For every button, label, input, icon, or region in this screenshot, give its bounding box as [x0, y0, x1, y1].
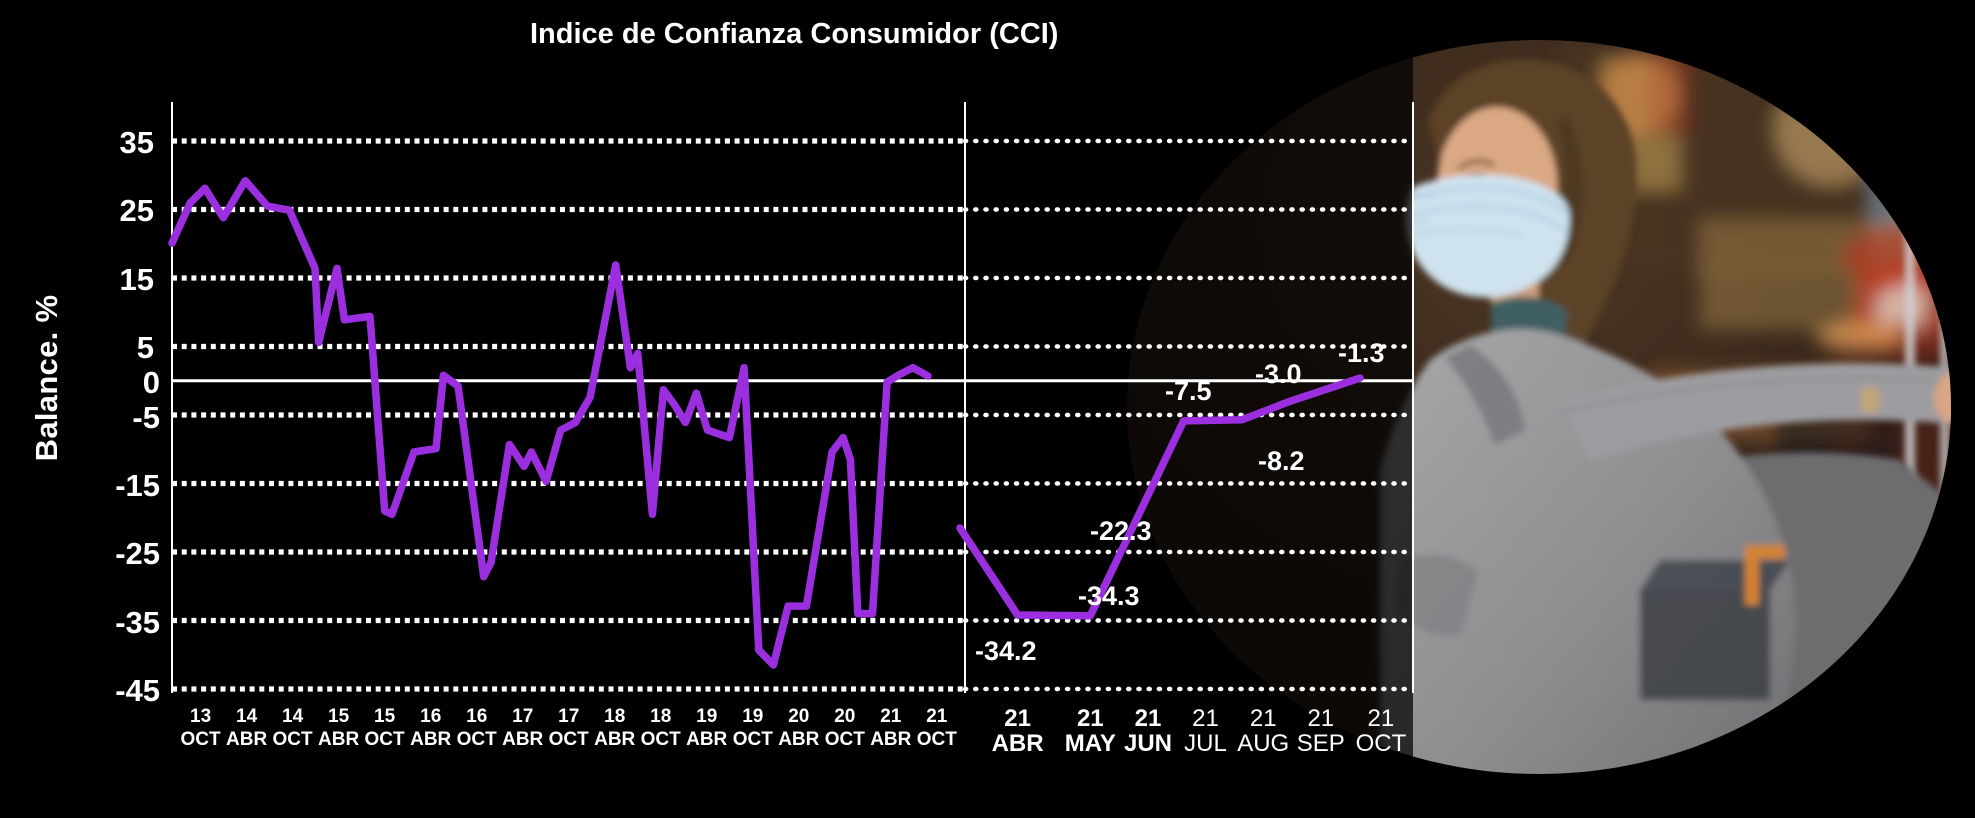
svg-text:21: 21	[880, 706, 902, 727]
svg-text:14: 14	[236, 706, 258, 727]
svg-text:21: 21	[1307, 705, 1334, 732]
svg-text:21: 21	[1004, 705, 1031, 732]
svg-text:5: 5	[137, 330, 154, 365]
svg-text:-15: -15	[115, 468, 160, 503]
svg-text:21: 21	[1135, 705, 1162, 732]
svg-text:ABR: ABR	[778, 729, 819, 750]
svg-text:20: 20	[834, 706, 855, 727]
svg-text:ABR: ABR	[318, 729, 359, 750]
svg-text:OCT: OCT	[181, 729, 222, 750]
svg-text:ABR: ABR	[686, 729, 727, 750]
svg-text:17: 17	[512, 706, 533, 727]
svg-text:18: 18	[604, 706, 625, 727]
svg-text:OCT: OCT	[825, 729, 866, 750]
svg-text:16: 16	[466, 706, 487, 727]
svg-text:ABR: ABR	[870, 729, 911, 750]
svg-text:OCT: OCT	[1356, 730, 1407, 757]
svg-text:OCT: OCT	[549, 729, 590, 750]
svg-text:MAY: MAY	[1065, 730, 1116, 757]
svg-text:ABR: ABR	[410, 729, 451, 750]
svg-text:21: 21	[1250, 705, 1277, 732]
svg-text:15: 15	[120, 262, 154, 297]
svg-text:OCT: OCT	[273, 729, 314, 750]
svg-text:21: 21	[1368, 705, 1395, 732]
svg-text:19: 19	[742, 706, 763, 727]
svg-text:14: 14	[282, 706, 304, 727]
svg-text:-34.3: -34.3	[1078, 581, 1140, 611]
svg-text:-5: -5	[132, 400, 160, 435]
svg-text:21: 21	[1077, 705, 1104, 732]
svg-text:13: 13	[190, 706, 211, 727]
svg-text:-3.0: -3.0	[1255, 359, 1302, 389]
svg-text:-45: -45	[115, 673, 160, 708]
svg-text:-7.5: -7.5	[1165, 376, 1212, 406]
svg-text:21: 21	[1192, 705, 1219, 732]
svg-text:ABR: ABR	[502, 729, 543, 750]
svg-text:OCT: OCT	[641, 729, 682, 750]
svg-text:OCT: OCT	[365, 729, 406, 750]
svg-text:0: 0	[143, 365, 160, 400]
svg-text:OCT: OCT	[917, 729, 958, 750]
svg-text:AUG: AUG	[1237, 730, 1289, 757]
svg-text:-34.2: -34.2	[975, 636, 1037, 666]
svg-text:19: 19	[696, 706, 717, 727]
svg-text:ABR: ABR	[226, 729, 267, 750]
svg-text:-1.3: -1.3	[1338, 338, 1385, 368]
svg-text:JUN: JUN	[1124, 730, 1172, 757]
svg-text:ABR: ABR	[992, 730, 1044, 757]
svg-text:18: 18	[650, 706, 671, 727]
svg-text:-35: -35	[115, 605, 160, 640]
svg-text:-22.3: -22.3	[1090, 516, 1152, 546]
svg-text:JUL: JUL	[1184, 730, 1227, 757]
svg-text:-8.2: -8.2	[1258, 446, 1305, 476]
svg-text:-25: -25	[115, 536, 160, 571]
svg-text:17: 17	[558, 706, 579, 727]
svg-text:21: 21	[926, 706, 948, 727]
svg-text:SEP: SEP	[1297, 730, 1345, 757]
svg-text:16: 16	[420, 706, 441, 727]
svg-text:OCT: OCT	[733, 729, 774, 750]
svg-text:15: 15	[374, 706, 396, 727]
svg-text:ABR: ABR	[594, 729, 635, 750]
svg-text:35: 35	[120, 125, 154, 160]
svg-text:20: 20	[788, 706, 809, 727]
svg-text:15: 15	[328, 706, 350, 727]
svg-text:OCT: OCT	[457, 729, 498, 750]
svg-text:25: 25	[120, 193, 154, 228]
